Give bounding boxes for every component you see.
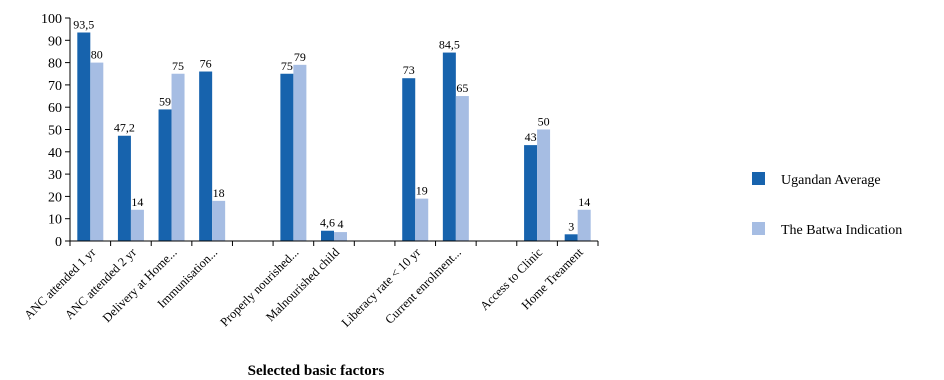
legend-label: The Batwa Indication xyxy=(781,223,902,238)
data-label: 93,5 xyxy=(73,17,94,31)
data-label: 79 xyxy=(294,50,306,64)
legend-swatch xyxy=(752,172,765,185)
data-label: 4,6 xyxy=(320,216,335,230)
bar-batwa-indication xyxy=(415,198,429,241)
y-tick-label: 80 xyxy=(48,57,62,72)
bar-batwa-indication xyxy=(130,209,144,241)
legend-swatch xyxy=(752,222,765,235)
bar-batwa-indication xyxy=(90,62,104,241)
data-label: 19 xyxy=(416,184,428,198)
bar-batwa-indication xyxy=(577,209,591,241)
bar-batwa-indication xyxy=(455,96,469,241)
data-label: 75 xyxy=(281,59,293,73)
bar-ugandan-average xyxy=(321,230,334,241)
data-label: 47,2 xyxy=(114,121,135,135)
data-label: 80 xyxy=(91,48,103,62)
y-tick-label: 90 xyxy=(48,34,62,49)
bar-ugandan-average xyxy=(77,32,91,242)
bar-batwa-indication xyxy=(171,73,185,241)
data-label: 59 xyxy=(159,94,171,108)
data-label: 43 xyxy=(525,130,537,144)
y-tick-label: 40 xyxy=(48,146,62,161)
data-label: 84,5 xyxy=(439,38,460,52)
y-tick-label: 0 xyxy=(55,235,62,250)
data-label: 4 xyxy=(338,217,344,231)
data-label: 14 xyxy=(578,195,590,209)
data-label: 18 xyxy=(213,186,225,200)
bar-ugandan-average xyxy=(158,109,172,242)
bar-batwa-indication xyxy=(293,64,307,241)
data-label: 14 xyxy=(131,195,143,209)
x-category-label: ANC attended 1 yr xyxy=(22,245,100,323)
y-tick-label: 100 xyxy=(41,12,62,27)
data-label: 65 xyxy=(456,81,468,95)
legend-label: Ugandan Average xyxy=(781,173,881,188)
bar-ugandan-average xyxy=(564,234,578,241)
bar-ugandan-average xyxy=(402,78,416,242)
y-tick-label: 60 xyxy=(48,101,62,116)
x-category-label: Malnourished child xyxy=(263,245,342,324)
bar-ugandan-average xyxy=(524,145,538,241)
y-tick-label: 50 xyxy=(48,124,62,139)
bar-ugandan-average xyxy=(199,71,213,242)
bar-ugandan-average xyxy=(280,73,294,241)
y-tick-label: 30 xyxy=(48,168,62,183)
legend: Ugandan Average The Batwa Indication xyxy=(752,172,902,238)
data-label: 3 xyxy=(568,219,574,233)
x-axis-title: Selected basic factors xyxy=(248,363,385,379)
x-category-label: Delivery at Home... xyxy=(100,245,180,325)
x-category-label: Current enrolment... xyxy=(382,245,464,327)
data-label: 73 xyxy=(403,63,415,77)
bar-batwa-indication xyxy=(537,129,551,241)
bar-batwa-indication xyxy=(212,200,226,241)
y-tick-label: 20 xyxy=(48,190,62,205)
data-label: 50 xyxy=(538,115,550,129)
bar-ugandan-average xyxy=(442,52,456,241)
bar-ugandan-average xyxy=(117,135,131,241)
data-label: 75 xyxy=(172,59,184,73)
x-category-label: ANC attended 2 yr xyxy=(62,245,140,323)
y-tick-label: 70 xyxy=(48,79,62,94)
y-tick-label: 10 xyxy=(48,213,62,228)
bar-batwa-indication xyxy=(334,232,347,241)
data-label: 76 xyxy=(200,57,212,71)
